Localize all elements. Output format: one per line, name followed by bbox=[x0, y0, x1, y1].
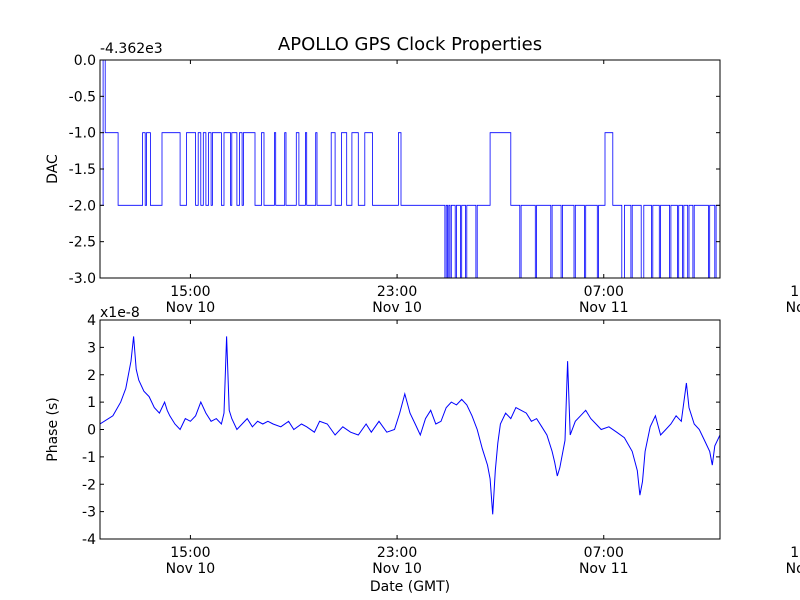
phase-xtick-time: 23:00 bbox=[377, 545, 417, 561]
dac-ytick-label: -0.5 bbox=[69, 89, 96, 105]
dac-ytick-label: -1.5 bbox=[69, 162, 96, 178]
phase-xtick-date: Nov 10 bbox=[166, 561, 216, 577]
phase-series-line bbox=[100, 336, 720, 515]
dac-xtick-time: 23:00 bbox=[377, 284, 417, 300]
phase-xtick-time: 15:00 bbox=[790, 545, 800, 561]
dac-offset-label: -4.362e3 bbox=[100, 41, 163, 57]
phase-xtick-time: 15:00 bbox=[170, 545, 210, 561]
dac-xtick-date: Nov 11 bbox=[786, 300, 800, 316]
phase-ytick-label: -3 bbox=[82, 505, 96, 521]
phase-offset-label: x1e-8 bbox=[100, 305, 140, 321]
dac-ytick-label: 0.0 bbox=[74, 53, 96, 69]
dac-ytick-label: -2.0 bbox=[69, 198, 96, 214]
dac-ytick-label: -3.0 bbox=[69, 271, 96, 287]
phase-xlabel: Date (GMT) bbox=[370, 579, 450, 595]
phase-ytick-label: 2 bbox=[87, 368, 96, 384]
phase-ytick-label: 3 bbox=[87, 340, 96, 356]
dac-xtick-date: Nov 10 bbox=[166, 300, 216, 316]
dac-ytick-label: -1.0 bbox=[69, 126, 96, 142]
phase-xtick-time: 07:00 bbox=[584, 545, 624, 561]
phase-ytick-label: 1 bbox=[87, 395, 96, 411]
dac-xtick-date: Nov 10 bbox=[372, 300, 422, 316]
phase-ytick-label: 0 bbox=[87, 423, 96, 439]
dac-ylabel: DAC bbox=[45, 154, 61, 184]
phase-ytick-label: -2 bbox=[82, 477, 96, 493]
dac-xtick-time: 15:00 bbox=[790, 284, 800, 300]
dac-ytick-label: -2.5 bbox=[69, 235, 96, 251]
phase-xtick-date: Nov 10 bbox=[372, 561, 422, 577]
phase-xtick-date: Nov 11 bbox=[786, 561, 800, 577]
phase-ytick-label: -1 bbox=[82, 450, 96, 466]
dac-xtick-time: 07:00 bbox=[584, 284, 624, 300]
phase-ytick-label: 4 bbox=[87, 313, 96, 329]
dac-xtick-date: Nov 11 bbox=[579, 300, 629, 316]
phase-ytick-label: -4 bbox=[82, 532, 96, 548]
dac-series-line bbox=[100, 60, 720, 278]
phase-xtick-date: Nov 11 bbox=[579, 561, 629, 577]
dac-xtick-time: 15:00 bbox=[170, 284, 210, 300]
chart-title: APOLLO GPS Clock Properties bbox=[278, 34, 542, 55]
phase-ylabel: Phase (s) bbox=[45, 397, 61, 461]
